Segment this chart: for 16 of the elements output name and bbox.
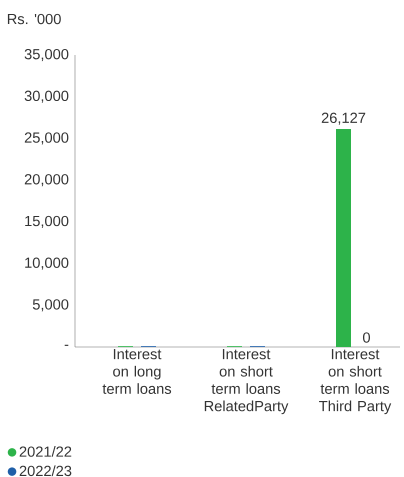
x-tick-label: Interest on long term loans <box>102 349 172 394</box>
y-tick-label: 30,000 <box>24 90 68 103</box>
y-tick-label: 5,000 <box>32 299 68 312</box>
y-tick-label: 10,000 <box>25 258 68 270</box>
x-tick-label: Interest on short term loans Third Party <box>319 349 392 414</box>
data-label: 26,127 <box>322 112 366 125</box>
legend-label: 2022/23 <box>20 465 72 476</box>
y-tick-label: 35,000 <box>24 48 68 62</box>
legend-label: 2021/22 <box>20 446 72 457</box>
y-tick-label: 15,000 <box>25 216 68 228</box>
data-label: 0 <box>362 332 370 343</box>
y-axis-title: Rs. '000 <box>8 14 61 24</box>
y-tick-label: 20,000 <box>24 174 68 186</box>
x-tick-label: Interest on short term loans RelatedParty <box>204 349 288 414</box>
y-tick-label: 25,000 <box>24 132 68 144</box>
y-tick-label: - <box>64 344 68 346</box>
